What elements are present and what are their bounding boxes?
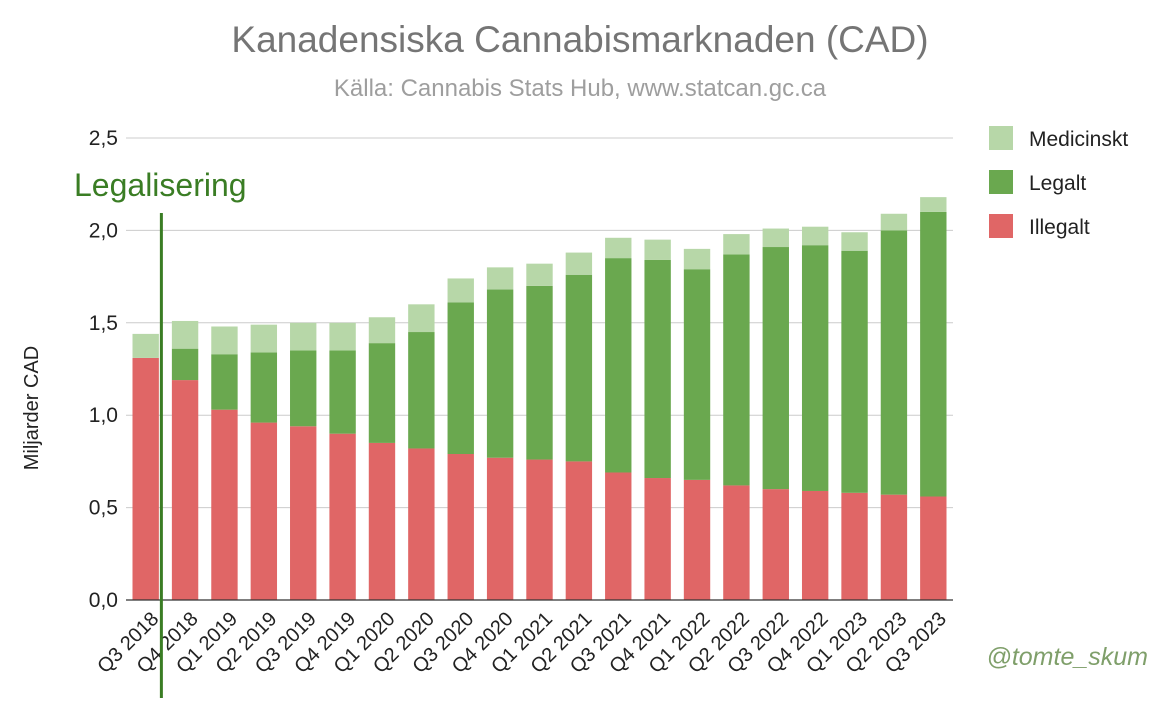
bar-medicinskt-q3-2021 xyxy=(605,237,632,259)
bar-medicinskt-q2-2021 xyxy=(565,252,593,275)
bar-illegalt-q2-2022 xyxy=(723,485,750,600)
bar-medicinskt-q4-2019 xyxy=(329,322,356,351)
bar-legalt-q2-2020 xyxy=(408,332,435,449)
bar-medicinskt-q4-2018 xyxy=(171,320,199,349)
bar-illegalt-q3-2018 xyxy=(132,357,159,600)
y-tick-label: 2,0 xyxy=(89,219,118,242)
bar-illegalt-q3-2020 xyxy=(447,454,474,600)
bar-legalt-q3-2019 xyxy=(290,350,317,427)
y-tick-label: 0,0 xyxy=(89,589,118,612)
legend-label-illegalt: Illegalt xyxy=(1029,216,1090,239)
y-axis-label: Miljarder CAD xyxy=(21,346,43,470)
bar-illegalt-q4-2018 xyxy=(171,380,199,600)
bar-medicinskt-q3-2022 xyxy=(762,228,789,248)
bar-illegalt-q2-2020 xyxy=(408,448,435,600)
legend-label-medicinskt: Medicinskt xyxy=(1029,128,1128,151)
bar-illegalt-q4-2019 xyxy=(329,433,356,600)
bar-legalt-q1-2022 xyxy=(683,269,711,480)
y-tick-label: 1,0 xyxy=(89,404,118,427)
bar-medicinskt-q3-2018 xyxy=(132,333,159,358)
bar-illegalt-q4-2022 xyxy=(801,490,829,600)
bar-legalt-q3-2022 xyxy=(762,247,789,490)
annotations: Legalisering xyxy=(74,167,247,698)
bar-illegalt-q1-2023 xyxy=(841,492,868,600)
y-tick-label: 2,5 xyxy=(89,127,118,150)
bar-legalt-q2-2021 xyxy=(565,274,593,462)
bar-illegalt-q4-2020 xyxy=(486,457,514,600)
bar-illegalt-q3-2021 xyxy=(605,472,632,600)
legend-swatch-legalt xyxy=(989,170,1013,194)
bar-illegalt-q2-2021 xyxy=(565,461,593,600)
bar-legalt-q3-2020 xyxy=(447,302,474,455)
bar-illegalt-q1-2020 xyxy=(368,442,396,600)
bar-illegalt-q2-2019 xyxy=(250,422,278,600)
bar-medicinskt-q2-2020 xyxy=(408,304,435,333)
bar-legalt-q1-2021 xyxy=(526,285,553,460)
bar-illegalt-q4-2021 xyxy=(644,478,671,600)
bar-medicinskt-q1-2023 xyxy=(841,232,868,251)
bar-legalt-q3-2023 xyxy=(920,211,947,497)
bar-medicinskt-q4-2020 xyxy=(486,267,514,290)
chart-title: Kanadensiska Cannabismarknaden (CAD) xyxy=(231,19,928,60)
bar-legalt-q1-2023 xyxy=(841,250,868,493)
chart-subtitle: Källa: Cannabis Stats Hub, www.statcan.g… xyxy=(334,75,827,102)
bar-illegalt-q3-2023 xyxy=(920,496,947,600)
watermark: @tomte_skum xyxy=(986,643,1148,671)
legend-swatch-medicinskt xyxy=(989,126,1013,150)
bar-illegalt-q3-2022 xyxy=(762,489,789,600)
bar-medicinskt-q1-2022 xyxy=(683,248,711,270)
bar-legalt-q4-2019 xyxy=(329,350,356,434)
bar-medicinskt-q4-2022 xyxy=(801,226,829,246)
bar-medicinskt-q3-2020 xyxy=(447,278,474,303)
bar-legalt-q1-2019 xyxy=(211,354,238,410)
bar-medicinskt-q1-2021 xyxy=(526,263,553,286)
bar-illegalt-q1-2022 xyxy=(683,479,711,600)
legend: Medicinskt Legalt Illegalt xyxy=(989,126,1128,239)
bar-medicinskt-q2-2022 xyxy=(723,234,750,255)
bar-illegalt-q2-2023 xyxy=(880,494,908,600)
bar-medicinskt-q2-2023 xyxy=(880,213,908,231)
legend-label-legalt: Legalt xyxy=(1029,172,1086,195)
bar-legalt-q2-2023 xyxy=(880,230,908,495)
y-axis-ticks: 0,0 0,5 1,0 1,5 2,0 2,5 xyxy=(89,127,118,612)
bar-illegalt-q1-2019 xyxy=(211,409,238,600)
bar-legalt-q4-2022 xyxy=(801,245,829,491)
bar-legalt-q2-2022 xyxy=(723,254,750,486)
bar-medicinskt-q3-2019 xyxy=(290,322,317,351)
bar-medicinskt-q1-2019 xyxy=(211,326,238,355)
bar-legalt-q4-2020 xyxy=(486,289,514,458)
bar-legalt-q1-2020 xyxy=(368,343,396,443)
y-tick-label: 1,5 xyxy=(89,312,118,335)
bar-medicinskt-q3-2023 xyxy=(920,197,947,212)
bar-legalt-q4-2021 xyxy=(644,259,671,479)
y-tick-label: 0,5 xyxy=(89,497,118,520)
bar-legalt-q3-2021 xyxy=(605,258,632,473)
bar-series xyxy=(132,197,947,600)
bar-illegalt-q1-2021 xyxy=(526,459,553,600)
bar-medicinskt-q4-2021 xyxy=(644,239,671,260)
legend-swatch-illegalt xyxy=(989,214,1013,238)
bar-legalt-q4-2018 xyxy=(171,348,199,381)
bar-medicinskt-q2-2019 xyxy=(250,324,278,353)
bar-medicinskt-q1-2020 xyxy=(368,317,396,344)
legalization-label: Legalisering xyxy=(74,167,247,203)
bar-illegalt-q3-2019 xyxy=(290,426,317,600)
bar-legalt-q2-2019 xyxy=(250,352,278,423)
